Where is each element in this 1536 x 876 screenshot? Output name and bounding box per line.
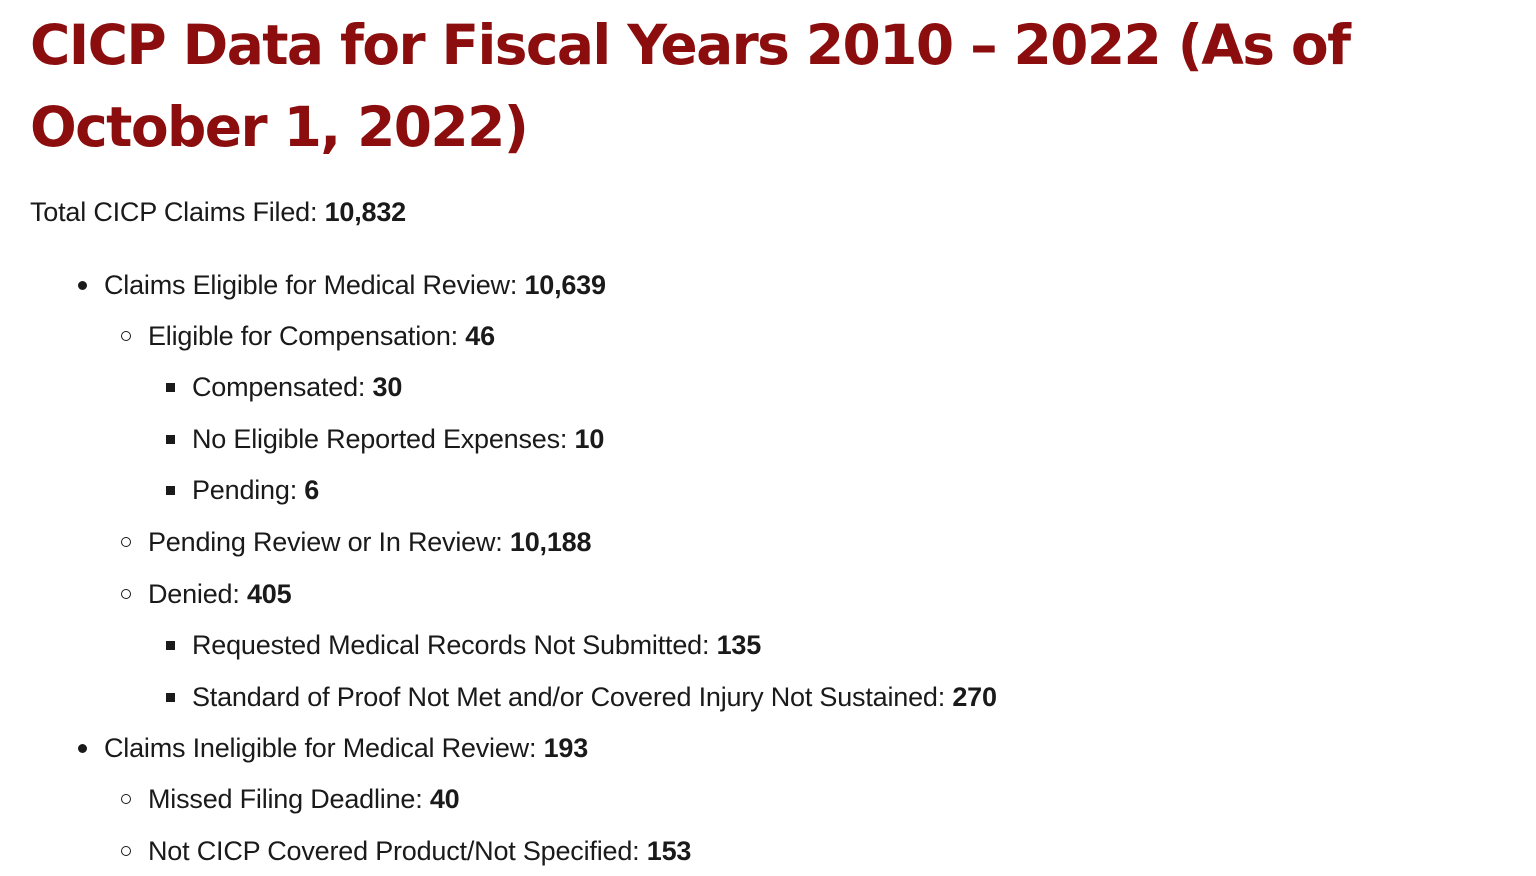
item-label: Not CICP Covered Product/Not Specified: [148,836,647,866]
item-value: 270 [952,682,997,712]
item-label: No Eligible Reported Expenses: [192,424,575,454]
item-label: Denied: [148,579,247,609]
list-item-pending-review: Pending Review or In Review: 10,188 [121,525,592,559]
bullet-square-icon [166,641,175,650]
item-value: 10 [574,424,605,454]
list-item-records-not-submitted: Requested Medical Records Not Submitted:… [166,628,762,662]
item-label: Claims Eligible for Medical Review: [104,270,525,300]
list-item-no-eligible-expenses: No Eligible Reported Expenses: 10 [166,422,605,456]
item-label: Eligible for Compensation: [148,321,466,351]
bullet-circle-icon [121,589,131,599]
total-claims: Total CICP Claims Filed: 10,832 [30,195,406,229]
item-value: 6 [304,475,320,505]
total-claims-label: Total CICP Claims Filed: [30,197,325,227]
total-claims-value: 10,832 [324,197,407,227]
item-label: Requested Medical Records Not Submitted: [192,630,717,660]
item-label: Claims Ineligible for Medical Review: [104,733,544,763]
list-item-not-covered-product: Not CICP Covered Product/Not Specified: … [121,834,692,868]
document-page: CICP Data for Fiscal Years 2010 – 2022 (… [30,0,1530,866]
list-item-denied: Denied: 405 [121,577,292,611]
item-value: 10,639 [524,270,606,300]
item-label: Missed Filing Deadline: [148,784,430,814]
list-item-pending: Pending: 6 [166,473,320,507]
bullet-square-icon [166,435,175,444]
list-item-eligible-compensation: Eligible for Compensation: 46 [121,319,495,353]
bullet-disc-icon [78,281,87,290]
bullet-circle-icon [121,846,131,856]
bullet-circle-icon [121,331,131,341]
item-value: 153 [646,836,692,866]
item-label: Pending Review or In Review: [148,527,510,557]
bullet-circle-icon [121,537,131,547]
list-item-compensated: Compensated: 30 [166,370,403,404]
bullet-disc-icon [78,744,87,753]
item-label: Standard of Proof Not Met and/or Covered… [192,682,953,712]
item-value: 46 [465,321,495,351]
page-title: CICP Data for Fiscal Years 2010 – 2022 (… [30,13,1351,159]
list-item-missed-filing-deadline: Missed Filing Deadline: 40 [121,782,460,816]
list-item-ineligible-medical-review: Claims Ineligible for Medical Review: 19… [78,731,589,765]
item-value: 10,188 [509,527,592,557]
item-label: Compensated: [192,372,373,402]
bullet-square-icon [166,383,175,392]
bullet-circle-icon [121,794,131,804]
bullet-square-icon [166,693,175,702]
list-item-standard-of-proof-not-met: Standard of Proof Not Met and/or Covered… [166,680,997,714]
item-value: 30 [372,372,403,402]
item-label: Pending: [192,475,305,505]
item-value: 135 [716,630,762,660]
item-value: 193 [543,733,589,763]
list-item-eligible-medical-review: Claims Eligible for Medical Review: 10,6… [78,268,606,302]
item-value: 40 [429,784,460,814]
item-value: 405 [246,579,292,609]
bullet-square-icon [166,486,175,495]
